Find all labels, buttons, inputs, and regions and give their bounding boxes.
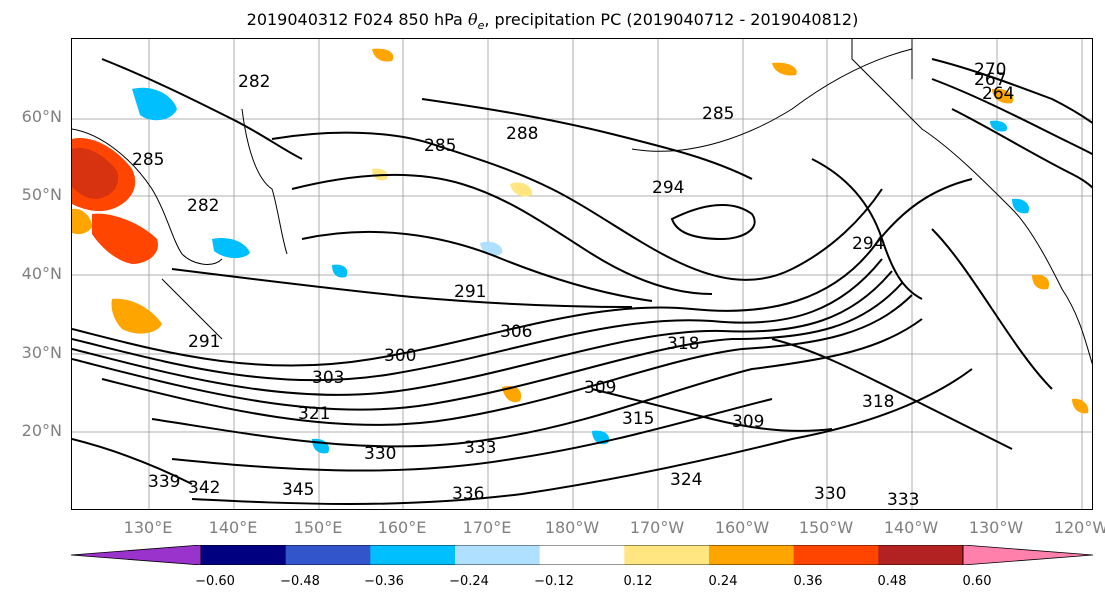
colorbar-cell: [539, 545, 625, 565]
contour-label: 264: [982, 84, 1014, 104]
contour-label: 339: [148, 472, 180, 492]
contour-label: 306: [500, 322, 532, 342]
map-canvas: 282 285 288 294 285 282 285 291 306 300 …: [72, 39, 1092, 510]
contour-label: 300: [384, 346, 416, 366]
lon-label: 170°W: [629, 518, 685, 537]
colorbar-tick: 0.60: [962, 574, 992, 589]
contour-label: 345: [282, 480, 314, 500]
contour-label: 270: [974, 60, 1006, 80]
colorbar-cell: [285, 545, 371, 565]
colorbar-tick: −0.36: [364, 574, 404, 589]
contour-label: 294: [852, 234, 884, 254]
graticule: [72, 39, 1092, 509]
contour-label: 318: [862, 392, 894, 412]
colorbar-extend-max: [963, 545, 1093, 565]
colorbar-tick: −0.12: [534, 574, 574, 589]
colorbar-tick: 0.24: [708, 574, 738, 589]
contour-label: 309: [584, 378, 616, 398]
contour-label: 309: [732, 412, 764, 432]
contour-label: 330: [364, 444, 396, 464]
lon-label: 140°E: [208, 518, 258, 537]
colorbar-cell: [370, 545, 456, 565]
lon-label: 160°E: [377, 518, 427, 537]
contour-label: 315: [622, 409, 654, 429]
colorbar-cell: [793, 545, 879, 565]
lat-label: 50°N: [21, 185, 62, 204]
contour-label: 318: [667, 334, 699, 354]
colorbar-tick: 0.36: [793, 574, 823, 589]
contour-label: 285: [132, 150, 164, 170]
lon-label: 180°W: [544, 518, 600, 537]
contour-label: 294: [652, 178, 684, 198]
contour-label: 342: [188, 478, 220, 498]
lat-label: 30°N: [21, 343, 62, 362]
colorbar-tick: 0.12: [623, 574, 653, 589]
contour-label: 285: [702, 104, 734, 124]
contour-label: 267: [974, 70, 1006, 90]
contour-label: 282: [187, 196, 219, 216]
precip-shading: [72, 48, 1089, 454]
theta-e-contours: [72, 58, 1092, 505]
lat-label: 20°N: [21, 421, 62, 440]
lat-label: 40°N: [21, 264, 62, 283]
lon-label: 170°E: [462, 518, 512, 537]
colorbar-cell: [455, 545, 541, 565]
lon-label: 130°W: [968, 518, 1024, 537]
colorbar-cell: [878, 545, 964, 565]
colorbar-extend-min: [71, 545, 201, 565]
colorbar-tick: −0.60: [195, 574, 235, 589]
colorbar-svg: [70, 544, 1094, 566]
colorbar-cell: [709, 545, 795, 565]
contour-label: 336: [452, 484, 484, 504]
lon-label: 150°W: [798, 518, 854, 537]
lat-label: 60°N: [21, 107, 62, 126]
contour-label: 303: [312, 368, 344, 388]
colorbar-cell: [201, 545, 287, 565]
contour-label: 333: [887, 490, 919, 510]
lon-label: 120°W: [1053, 518, 1105, 537]
figure-title: 2019040312 F024 850 hPa θe, precipitatio…: [246, 10, 859, 33]
contour-label: 330: [814, 484, 846, 504]
contour-label: 333: [464, 438, 496, 458]
lon-label: 160°W: [714, 518, 770, 537]
lon-label: 130°E: [123, 518, 173, 537]
colorbar-tick: 0.48: [877, 574, 907, 589]
colorbar-tick: −0.24: [449, 574, 489, 589]
contour-label: 324: [670, 470, 702, 490]
contour-label: 288: [506, 124, 538, 144]
lon-label: 140°W: [883, 518, 939, 537]
contour-labels: 282 285 288 294 285 282 285 291 306 300 …: [132, 60, 1014, 510]
colorbar: [70, 544, 1094, 566]
coastlines: [72, 39, 1092, 365]
map-panel: 282 285 288 294 285 282 285 291 306 300 …: [71, 38, 1093, 510]
contour-label: 282: [238, 72, 270, 92]
contour-label: 291: [454, 282, 486, 302]
colorbar-tick: −0.48: [280, 574, 320, 589]
contour-label: 321: [298, 404, 330, 424]
lon-label: 150°E: [293, 518, 343, 537]
contour-label: 285: [424, 136, 456, 156]
colorbar-cell: [624, 545, 710, 565]
contour-label: 291: [188, 332, 220, 352]
